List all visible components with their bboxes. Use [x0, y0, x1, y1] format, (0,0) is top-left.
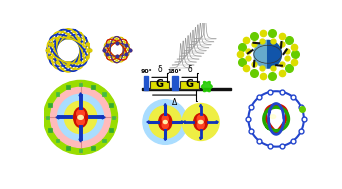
Wedge shape	[254, 40, 268, 68]
Text: δ: δ	[187, 65, 192, 74]
Polygon shape	[216, 121, 219, 123]
Ellipse shape	[77, 117, 84, 125]
Bar	[109, 128, 113, 132]
Bar	[56, 139, 59, 142]
Polygon shape	[164, 104, 167, 106]
Ellipse shape	[78, 115, 83, 119]
Bar	[48, 128, 52, 132]
Polygon shape	[79, 93, 82, 96]
Ellipse shape	[271, 115, 276, 119]
Polygon shape	[199, 137, 202, 140]
FancyBboxPatch shape	[180, 81, 199, 89]
Bar	[46, 116, 49, 119]
Polygon shape	[56, 116, 59, 119]
Circle shape	[149, 106, 182, 138]
Ellipse shape	[163, 120, 167, 124]
Bar	[66, 146, 70, 150]
Bar	[56, 92, 59, 95]
Circle shape	[51, 87, 110, 147]
Bar	[66, 85, 70, 89]
Circle shape	[64, 101, 97, 134]
Text: G: G	[185, 79, 194, 89]
Bar	[109, 103, 113, 107]
Circle shape	[57, 94, 104, 140]
Polygon shape	[199, 104, 202, 107]
Polygon shape	[79, 139, 82, 142]
Text: 180°: 180°	[168, 69, 182, 74]
Bar	[103, 92, 106, 95]
Bar	[79, 149, 82, 152]
Ellipse shape	[162, 115, 168, 122]
Bar	[142, 88, 231, 90]
Polygon shape	[147, 121, 149, 123]
FancyBboxPatch shape	[150, 81, 169, 89]
Polygon shape	[201, 81, 212, 92]
Polygon shape	[182, 121, 184, 123]
Ellipse shape	[197, 121, 204, 129]
Ellipse shape	[276, 118, 282, 123]
Polygon shape	[164, 138, 167, 140]
Text: G: G	[156, 79, 163, 89]
Ellipse shape	[77, 110, 84, 117]
Text: Δ: Δ	[172, 98, 177, 107]
Ellipse shape	[159, 114, 172, 130]
Wedge shape	[268, 40, 281, 68]
Polygon shape	[183, 121, 185, 123]
Bar	[103, 139, 106, 142]
Polygon shape	[102, 116, 105, 119]
Circle shape	[44, 81, 118, 154]
Bar	[48, 103, 52, 107]
Bar	[144, 76, 148, 90]
Bar	[79, 83, 82, 86]
Circle shape	[143, 100, 188, 144]
Bar	[172, 76, 177, 90]
Text: δ: δ	[157, 65, 162, 74]
Ellipse shape	[194, 114, 208, 130]
Ellipse shape	[74, 107, 88, 127]
Text: 90°: 90°	[140, 69, 152, 74]
Bar	[91, 85, 95, 89]
Circle shape	[182, 104, 219, 140]
Ellipse shape	[162, 122, 168, 129]
Ellipse shape	[197, 115, 204, 123]
Bar	[91, 146, 95, 150]
Bar	[112, 116, 115, 119]
Ellipse shape	[198, 120, 203, 124]
